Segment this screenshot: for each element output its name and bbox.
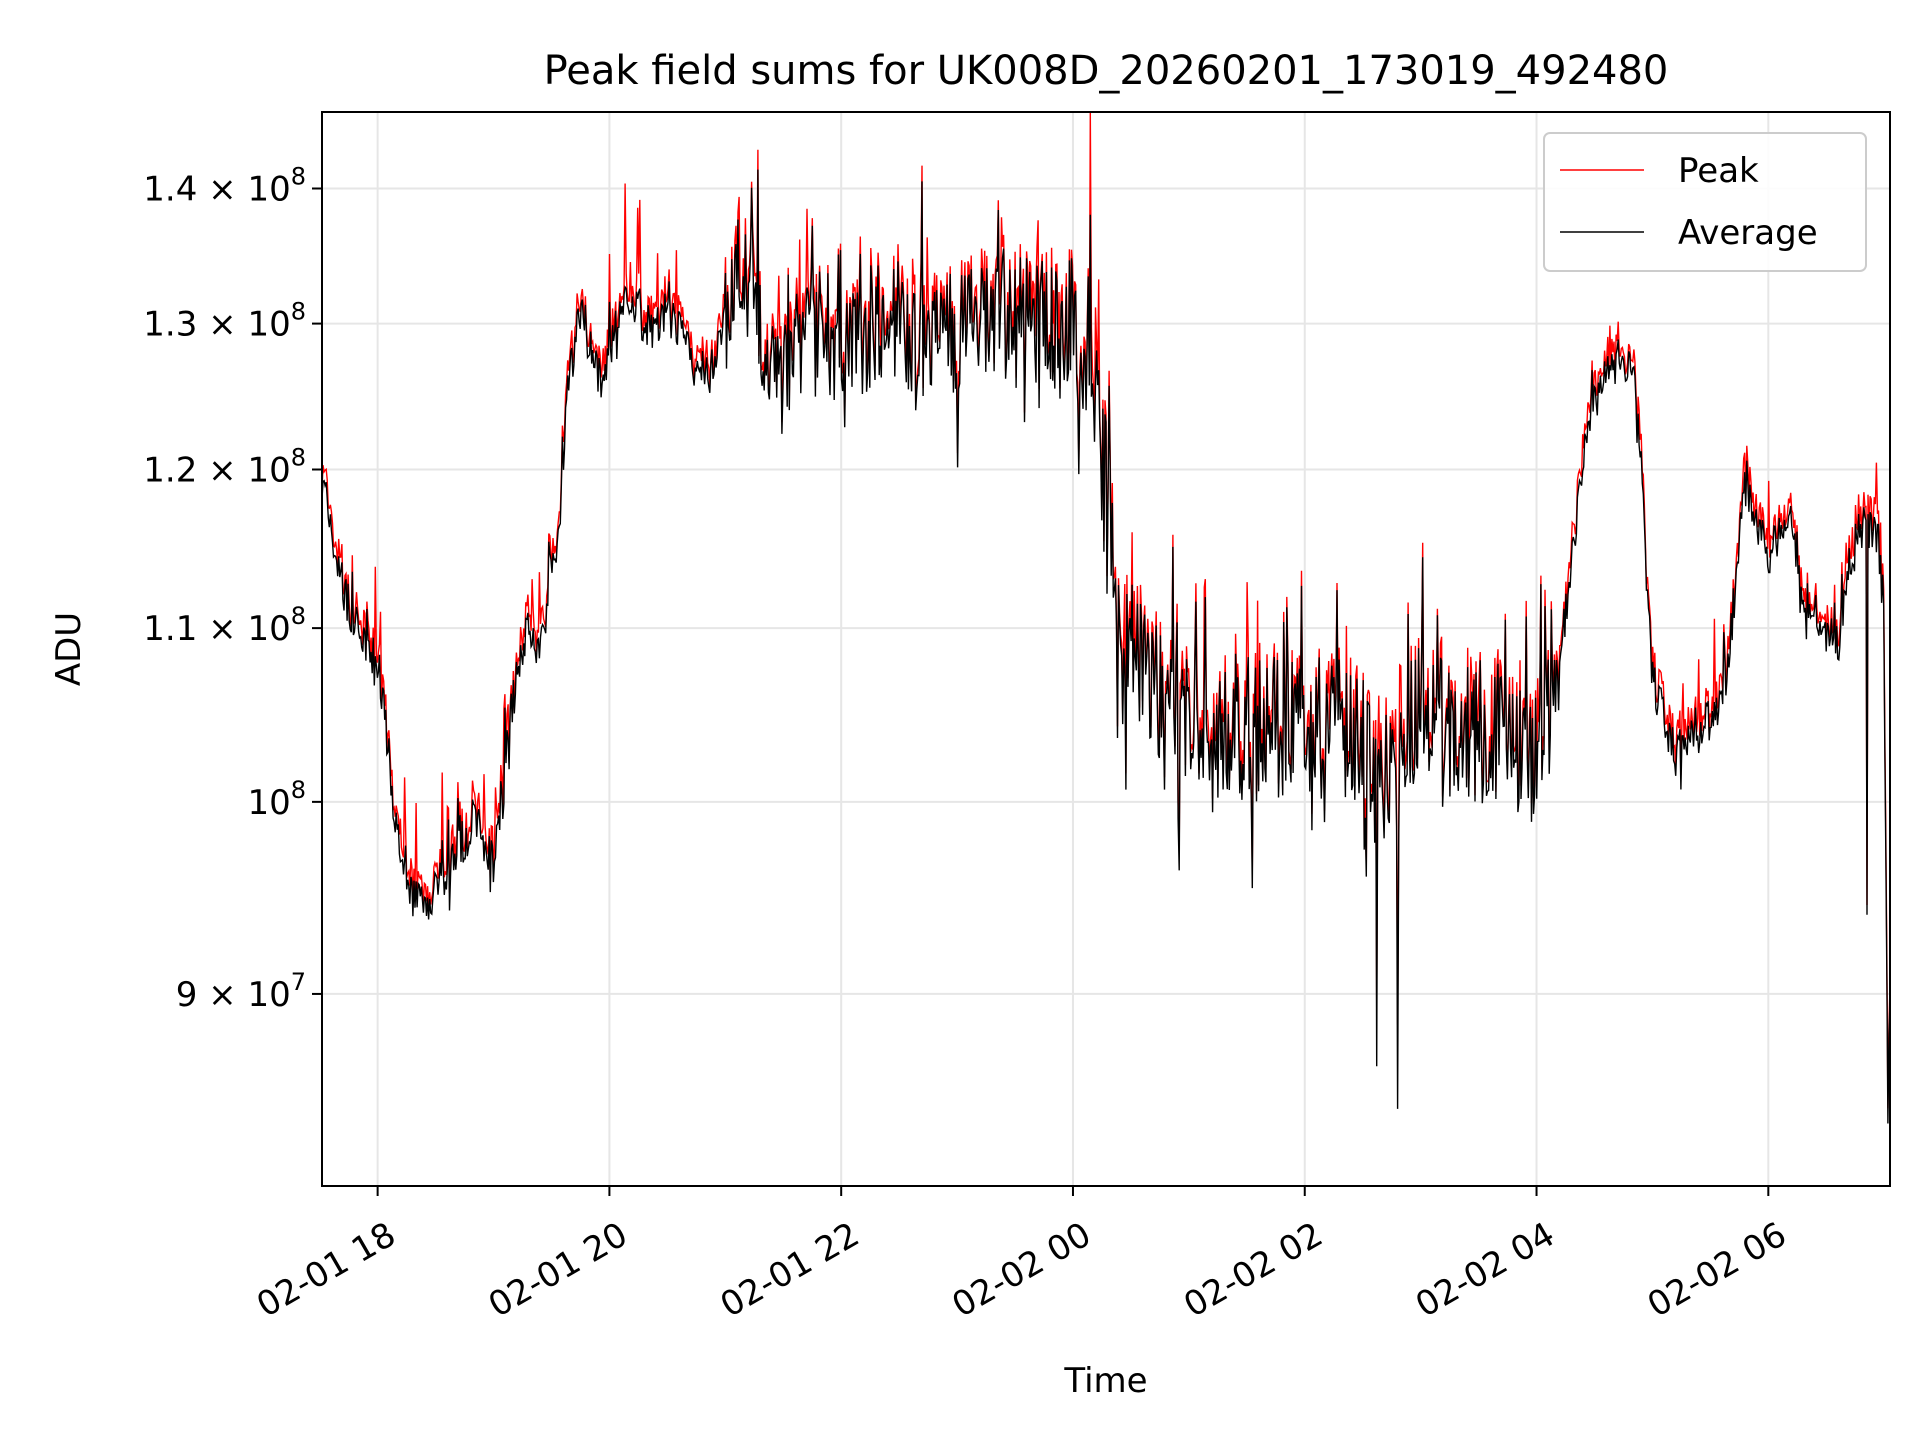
y-tick-label: 108 <box>247 776 306 823</box>
y-tick-label: 1.3 × 108 <box>143 298 306 345</box>
y-axis-ticks: 9 × 107 108 1.1 × 108 1.2 × 108 1.3 × 108 1.4… <box>143 162 322 1015</box>
y-tick-label: 1.1 × 108 <box>143 602 306 649</box>
legend-label-peak: Peak <box>1678 151 1759 191</box>
y-tick-label: 9 × 107 <box>176 968 306 1015</box>
legend-box <box>1543 132 1867 272</box>
legend-label-average: Average <box>1678 213 1818 253</box>
y-tick-label: 1.2 × 108 <box>143 444 306 491</box>
chart-title: Peak field sums for UK008D_20260201_1730… <box>544 48 1669 94</box>
series-line-peak <box>321 111 1891 1109</box>
y-tick-label: 1.4 × 108 <box>143 162 306 209</box>
y-axis-label: ADU <box>49 612 89 686</box>
series-layer <box>321 111 1891 1124</box>
plot-frame <box>321 111 1891 1187</box>
series-line-average <box>321 169 1891 1124</box>
plot-area <box>322 112 1890 1186</box>
x-axis-label: Time <box>1063 1361 1147 1401</box>
legend: Peak Average <box>1543 132 1867 272</box>
